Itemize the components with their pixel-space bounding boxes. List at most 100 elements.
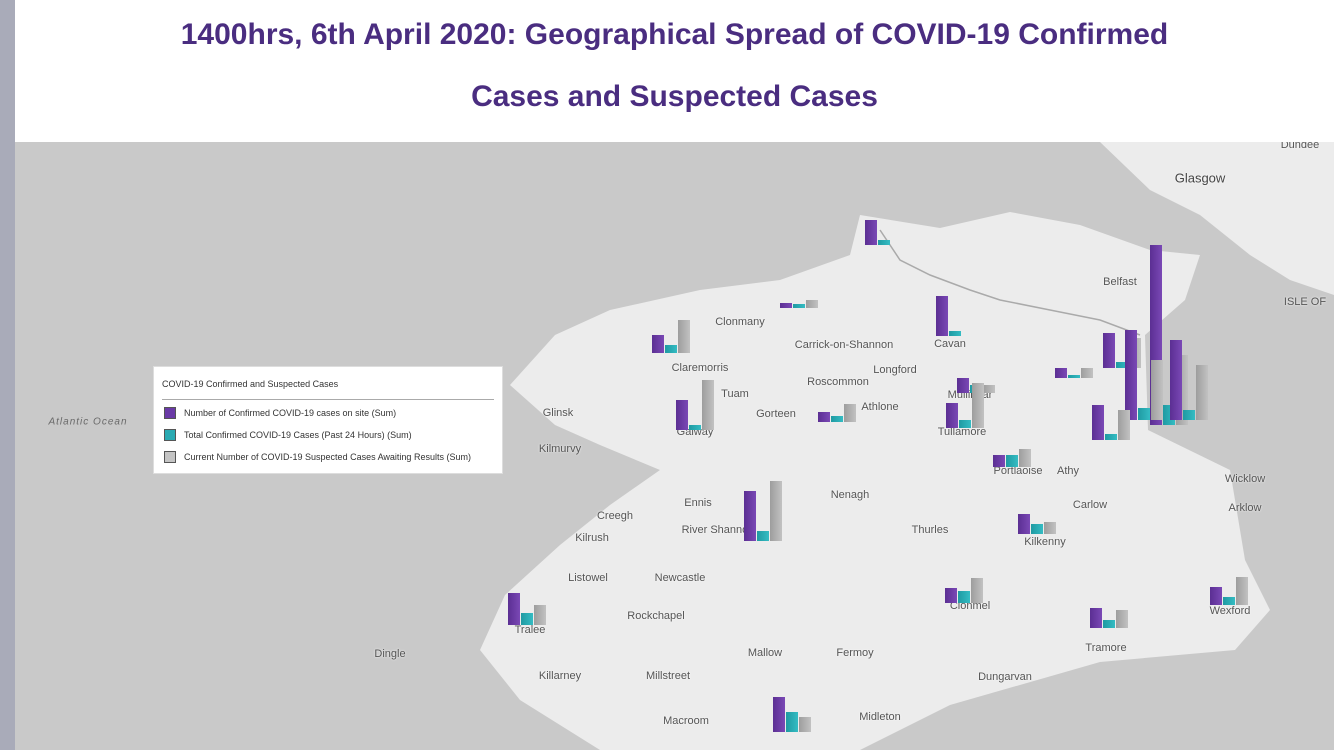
past24h-bar[interactable] bbox=[1031, 524, 1043, 534]
suspected-bar[interactable] bbox=[799, 717, 811, 732]
past24h-bar[interactable] bbox=[1068, 375, 1080, 378]
confirmed-bar[interactable] bbox=[1090, 608, 1102, 628]
past24h-bar[interactable] bbox=[1006, 455, 1018, 467]
past24h-bar[interactable] bbox=[521, 613, 533, 625]
place-label: Carrick-on-Shannon bbox=[794, 339, 894, 351]
title-line-2: Cases and Suspected Cases bbox=[471, 80, 878, 113]
confirmed-bar[interactable] bbox=[936, 296, 948, 336]
confirmed-bar[interactable] bbox=[1125, 330, 1137, 420]
place-label: Midleton bbox=[859, 711, 901, 723]
past24h-bar[interactable] bbox=[786, 712, 798, 732]
past24h-bar[interactable] bbox=[1138, 408, 1150, 420]
suspected-bar[interactable] bbox=[1116, 610, 1128, 628]
place-label: Thurles bbox=[911, 524, 949, 536]
past24h-bar[interactable] bbox=[959, 420, 971, 428]
suspected-bar[interactable] bbox=[1118, 410, 1130, 440]
suspected-bar[interactable] bbox=[534, 605, 546, 625]
place-label: Glasgow bbox=[1174, 170, 1226, 186]
place-label: Atlantic Ocean bbox=[48, 416, 128, 428]
suspected-bar[interactable] bbox=[1151, 360, 1163, 420]
place-label: Cavan bbox=[934, 338, 966, 350]
swatch-past24h bbox=[164, 429, 176, 441]
suspected-bar[interactable] bbox=[678, 320, 690, 353]
legend-item-past24h: Total Confirmed COVID-19 Cases (Past 24 … bbox=[164, 429, 412, 441]
map-view[interactable]: Glasgow Dundee Belfast ISLE OF Atlantic Ocea… bbox=[15, 142, 1334, 750]
title-line-1: 1400hrs, 6th April 2020: Geographical Sp… bbox=[180, 18, 1169, 51]
place-label: Belfast bbox=[1103, 276, 1137, 288]
past24h-bar[interactable] bbox=[878, 240, 890, 245]
suspected-bar[interactable] bbox=[770, 481, 782, 541]
confirmed-bar[interactable] bbox=[1018, 514, 1030, 534]
place-label: Glinsk bbox=[542, 407, 574, 419]
confirmed-bar[interactable] bbox=[773, 697, 785, 732]
confirmed-bar[interactable] bbox=[780, 303, 792, 308]
suspected-bar[interactable] bbox=[972, 383, 984, 428]
suspected-bar[interactable] bbox=[844, 404, 856, 422]
past24h-bar[interactable] bbox=[949, 331, 961, 336]
confirmed-bar[interactable] bbox=[1092, 405, 1104, 440]
confirmed-bar[interactable] bbox=[1170, 340, 1182, 420]
place-label: Dingle bbox=[374, 648, 406, 660]
confirmed-bar[interactable] bbox=[945, 588, 957, 603]
confirmed-bar[interactable] bbox=[508, 593, 520, 625]
past24h-bar[interactable] bbox=[757, 531, 769, 541]
confirmed-bar[interactable] bbox=[946, 403, 958, 428]
confirmed-bar[interactable] bbox=[993, 455, 1005, 467]
legend-title: COVID-19 Confirmed and Suspected Cases bbox=[162, 379, 339, 389]
place-label: Athy bbox=[1056, 465, 1080, 477]
confirmed-bar[interactable] bbox=[1055, 368, 1067, 378]
place-label: Portlaoise bbox=[993, 465, 1043, 477]
place-label: ISLE OF bbox=[1283, 296, 1327, 308]
confirmed-bar[interactable] bbox=[744, 491, 756, 541]
swatch-suspected bbox=[164, 451, 176, 463]
border-line bbox=[879, 229, 1141, 336]
suspected-bar[interactable] bbox=[702, 380, 714, 430]
past24h-bar[interactable] bbox=[958, 591, 970, 603]
past24h-bar[interactable] bbox=[1183, 410, 1195, 420]
confirmed-bar[interactable] bbox=[652, 335, 664, 353]
past24h-bar[interactable] bbox=[1103, 620, 1115, 628]
suspected-bar[interactable] bbox=[1019, 449, 1031, 467]
land-shapes bbox=[480, 142, 1334, 750]
past24h-bar[interactable] bbox=[665, 345, 677, 353]
past24h-bar[interactable] bbox=[1105, 434, 1117, 440]
confirmed-bar[interactable] bbox=[865, 220, 877, 245]
place-label: Creegh bbox=[596, 510, 634, 522]
past24h-bar[interactable] bbox=[831, 416, 843, 422]
confirmed-bar[interactable] bbox=[818, 412, 830, 422]
suspected-bar[interactable] bbox=[1081, 368, 1093, 378]
suspected-bar[interactable] bbox=[1196, 365, 1208, 420]
place-label: Dungarvan bbox=[978, 671, 1032, 683]
suspected-bar[interactable] bbox=[971, 578, 983, 603]
place-label: Claremorris bbox=[671, 362, 729, 374]
place-label: River Shannon bbox=[681, 524, 755, 536]
place-label: Clonmel bbox=[949, 600, 991, 612]
confirmed-bar[interactable] bbox=[676, 400, 688, 430]
legend-label: Number of Confirmed COVID-19 cases on si… bbox=[184, 408, 397, 418]
place-label: Roscommon bbox=[807, 376, 869, 388]
place-label: Kilmurvy bbox=[538, 443, 582, 455]
place-label: Millstreet bbox=[645, 670, 691, 682]
suspected-bar[interactable] bbox=[806, 300, 818, 308]
past24h-bar[interactable] bbox=[1116, 362, 1128, 368]
place-label: Arklow bbox=[1228, 502, 1262, 514]
confirmed-bar[interactable] bbox=[1103, 333, 1115, 368]
past24h-bar[interactable] bbox=[689, 425, 701, 430]
left-edge-strip bbox=[0, 0, 15, 750]
suspected-bar[interactable] bbox=[1044, 522, 1056, 534]
past24h-bar[interactable] bbox=[1223, 597, 1235, 605]
legend-item-confirmed: Number of Confirmed COVID-19 cases on si… bbox=[164, 407, 396, 419]
place-label: Listowel bbox=[568, 572, 608, 584]
place-label: Clonmany bbox=[715, 316, 765, 328]
suspected-bar[interactable] bbox=[1236, 577, 1248, 605]
suspected-bar[interactable] bbox=[983, 385, 995, 393]
place-label: Athlone bbox=[861, 401, 899, 413]
confirmed-bar[interactable] bbox=[957, 378, 969, 393]
confirmed-bar[interactable] bbox=[1210, 587, 1222, 605]
map-legend: COVID-19 Confirmed and Suspected Cases N… bbox=[153, 366, 503, 474]
past24h-bar[interactable] bbox=[793, 304, 805, 308]
place-label: Kilkenny bbox=[1024, 536, 1066, 548]
place-label: Kilrush bbox=[575, 532, 609, 544]
place-label: Fermoy bbox=[836, 647, 874, 659]
place-label: Tralee bbox=[514, 624, 546, 636]
